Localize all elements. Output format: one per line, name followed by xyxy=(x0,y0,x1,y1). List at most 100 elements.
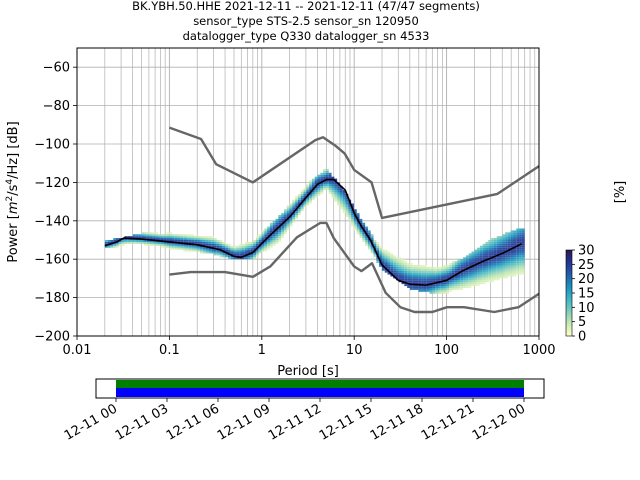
histogram-cell xyxy=(443,288,447,290)
histogram-cell xyxy=(429,274,433,277)
histogram-cell xyxy=(381,253,385,256)
histogram-cell xyxy=(521,228,525,231)
histogram-cell xyxy=(521,245,525,248)
histogram-cell xyxy=(463,282,466,285)
histogram-cell xyxy=(457,274,461,277)
histogram-cell xyxy=(460,280,464,283)
histogram-cell xyxy=(127,236,131,239)
histogram-cell xyxy=(258,234,262,237)
histogram-cell xyxy=(311,192,315,194)
histogram-cell xyxy=(390,259,394,262)
histogram-cell xyxy=(499,272,503,275)
histogram-cell xyxy=(283,215,287,217)
histogram-cell xyxy=(244,251,248,254)
histogram-cell xyxy=(513,232,517,235)
histogram-cell xyxy=(152,232,156,235)
histogram-cell xyxy=(401,261,405,264)
histogram-cell xyxy=(230,253,234,256)
histogram-cell xyxy=(412,268,416,271)
histogram-cell xyxy=(171,245,175,248)
histogram-cell xyxy=(460,263,464,265)
histogram-cell xyxy=(516,234,520,237)
histogram-cell xyxy=(177,236,181,239)
y-axis-label-sup2: 4 xyxy=(5,179,15,185)
histogram-cell xyxy=(211,240,214,242)
histogram-cell xyxy=(429,289,433,292)
histogram-cell xyxy=(521,253,525,256)
histogram-cell xyxy=(272,222,276,225)
histogram-cell xyxy=(421,282,424,285)
histogram-cell xyxy=(236,257,240,260)
histogram-cell xyxy=(311,186,315,189)
histogram-cell xyxy=(225,243,228,246)
histogram-cell xyxy=(185,247,189,250)
histogram-cell xyxy=(491,247,494,250)
histogram-cell xyxy=(191,249,195,252)
histogram-cell xyxy=(155,238,158,240)
histogram-cell xyxy=(482,270,486,273)
histogram-cell xyxy=(152,236,156,239)
histogram-cell xyxy=(440,288,444,290)
histogram-cell xyxy=(485,245,489,248)
histogram-cell xyxy=(440,268,444,271)
histogram-cell xyxy=(510,261,514,264)
histogram-cell xyxy=(460,264,464,267)
x-axis-label: Period [s] xyxy=(277,364,339,379)
histogram-cell xyxy=(502,259,506,262)
histogram-cell xyxy=(384,270,388,273)
histogram-cell xyxy=(505,251,508,254)
histogram-cell xyxy=(477,272,480,275)
histogram-cell xyxy=(423,266,427,269)
histogram-cell xyxy=(516,238,520,240)
histogram-cell xyxy=(493,241,497,244)
histogram-cell xyxy=(191,241,195,244)
histogram-cell xyxy=(440,284,444,287)
histogram-cell xyxy=(496,247,500,250)
histogram-cell xyxy=(496,251,500,254)
histogram-cell xyxy=(454,276,458,279)
histogram-cell xyxy=(328,190,332,192)
histogram-cell xyxy=(261,243,265,246)
histogram-cell xyxy=(264,247,268,250)
histogram-cell xyxy=(132,241,136,244)
histogram-cell xyxy=(351,203,354,206)
histogram-cell xyxy=(482,255,486,258)
histogram-cell xyxy=(415,286,419,288)
histogram-cell xyxy=(211,236,214,239)
histogram-cell xyxy=(437,272,441,275)
histogram-cell xyxy=(255,238,259,240)
histogram-cell xyxy=(516,243,520,246)
histogram-cell xyxy=(208,241,212,244)
histogram-cell xyxy=(160,236,164,239)
histogram-cell xyxy=(185,243,189,246)
histogram-cell xyxy=(320,188,324,191)
histogram-cell xyxy=(429,284,433,287)
histogram-cell xyxy=(510,245,514,248)
histogram-cell xyxy=(359,232,363,235)
histogram-cell xyxy=(485,268,489,271)
histogram-cell xyxy=(401,263,405,265)
histogram-cell xyxy=(471,263,475,265)
histogram-cell xyxy=(311,178,315,181)
histogram-cell xyxy=(250,249,254,252)
histogram-cell xyxy=(513,238,517,240)
histogram-cell xyxy=(160,243,164,246)
histogram-cell xyxy=(337,184,340,187)
histogram-cell xyxy=(521,243,525,246)
histogram-cell xyxy=(415,288,419,290)
histogram-cell xyxy=(258,241,262,244)
histogram-cell xyxy=(451,263,455,265)
histogram-cell xyxy=(199,251,203,254)
histogram-cell xyxy=(443,266,447,269)
histogram-cell xyxy=(283,226,287,229)
histogram-cell xyxy=(404,266,408,269)
histogram-cell xyxy=(160,238,164,240)
histogram-cell xyxy=(465,282,469,285)
histogram-cell xyxy=(202,238,206,240)
histogram-cell xyxy=(460,259,464,262)
histogram-cell xyxy=(482,264,486,267)
histogram-cell xyxy=(443,270,447,273)
histogram-cell xyxy=(510,251,514,254)
histogram-cell xyxy=(474,278,478,281)
